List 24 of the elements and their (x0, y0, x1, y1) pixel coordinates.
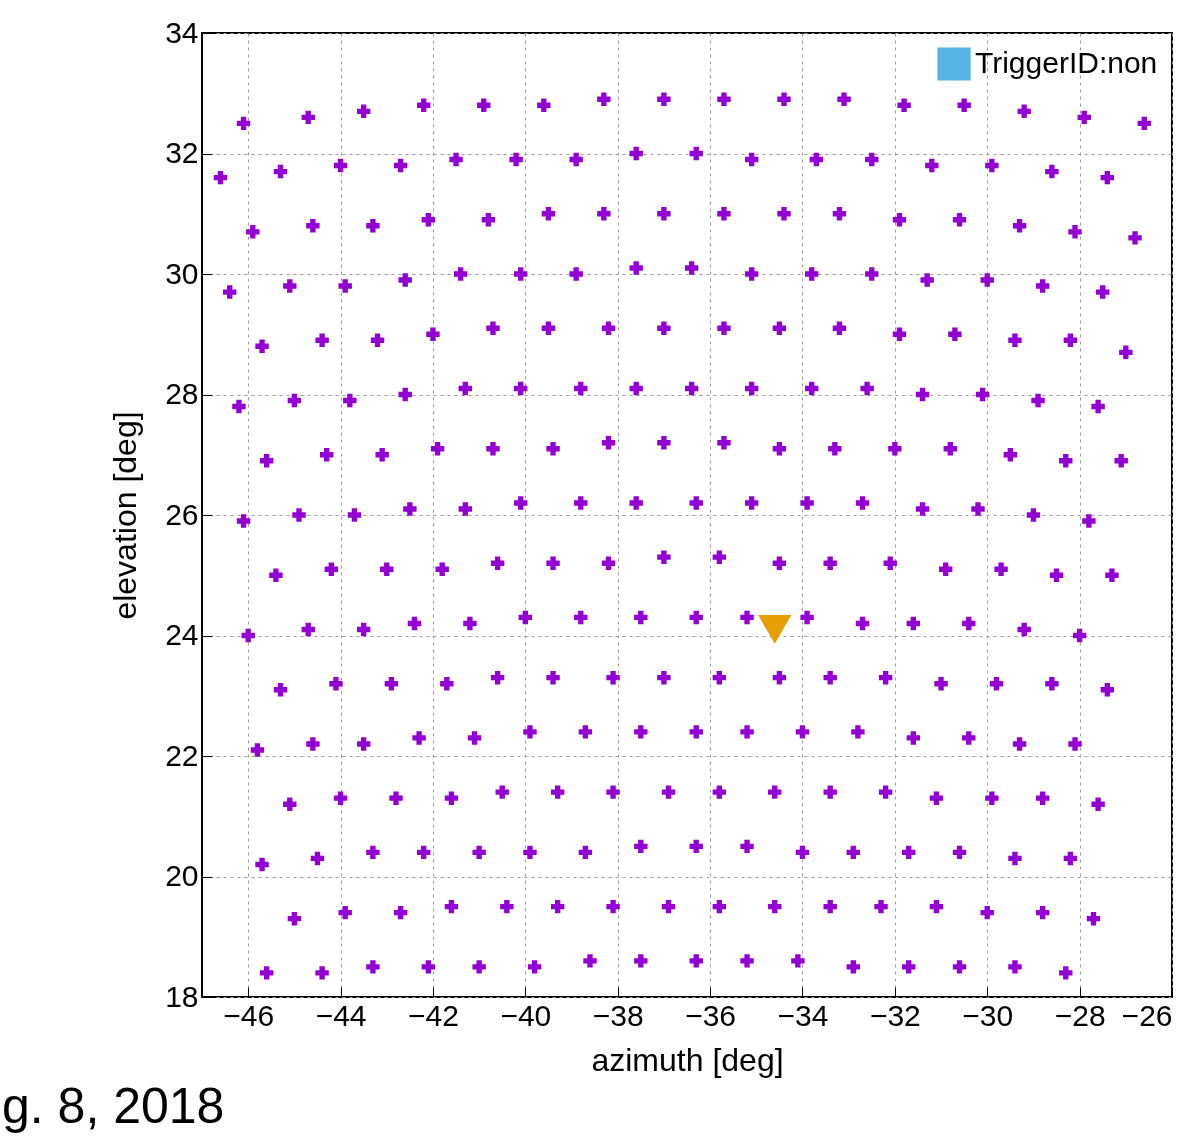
x-tick-label: −32 (869, 998, 921, 1032)
x-tick-label: −38 (592, 998, 644, 1032)
y-tick-label: 30 (165, 256, 199, 290)
x-tick-label: −40 (500, 998, 552, 1032)
y-tick-label: 26 (165, 497, 199, 531)
y-tick-label: 34 (165, 15, 199, 49)
y-axis-title: elevation [deg] (107, 411, 144, 620)
legend-label: TriggerID:non (975, 46, 1158, 79)
x-tick-label: −42 (408, 998, 459, 1032)
x-axis-title: azimuth [deg] (591, 1041, 784, 1078)
y-tick-label: 20 (165, 859, 199, 892)
y-tick-label: 18 (165, 979, 199, 1013)
y-tick-label: 28 (165, 377, 199, 410)
x-tick-label: −26 (1121, 998, 1173, 1032)
y-tick-label: 22 (165, 738, 199, 772)
x-tick-label: −28 (1054, 998, 1106, 1032)
y-tick-label: 32 (165, 136, 199, 169)
text: g. 8, 2018 (2, 1078, 225, 1134)
x-tick-label: −44 (315, 998, 367, 1032)
x-tick-label: −46 (223, 998, 275, 1032)
x-tick-label: −34 (777, 998, 829, 1032)
x-tick-label: −30 (962, 998, 1014, 1032)
y-tick-label: 24 (165, 618, 199, 651)
x-tick-label: −36 (685, 998, 737, 1032)
